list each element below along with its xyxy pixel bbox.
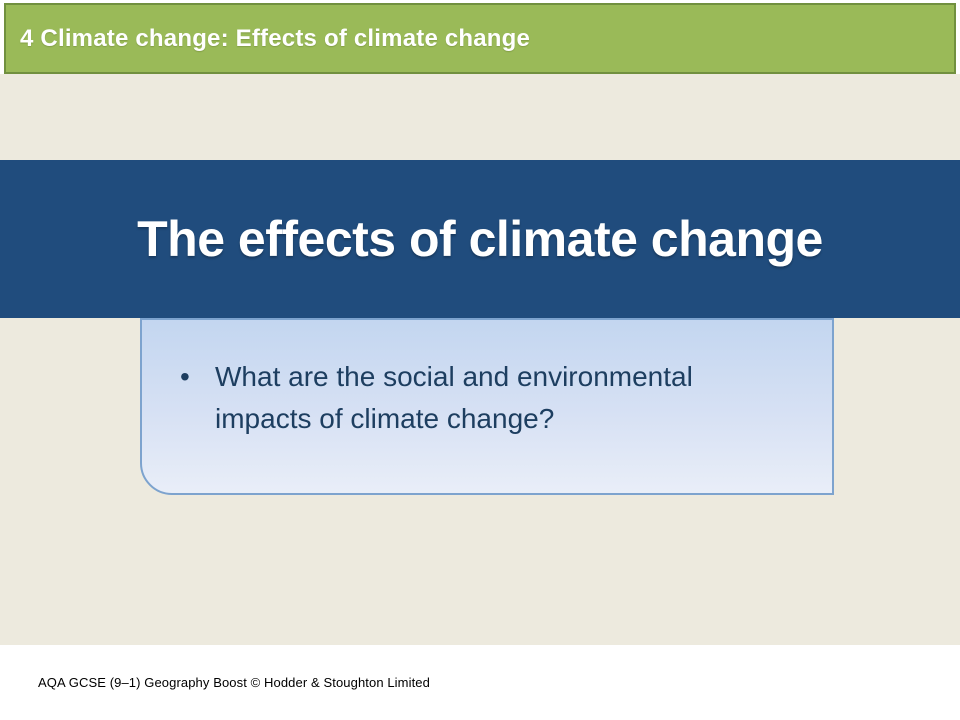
copyright-text: AQA GCSE (9–1) Geography Boost © Hodder … [38,675,430,690]
chapter-header-title: 4 Climate change: Effects of climate cha… [20,24,531,52]
title-banner: The effects of climate change [0,160,960,318]
chapter-header-bar: 4 Climate change: Effects of climate cha… [4,3,956,74]
bullet-marker: • [180,361,190,392]
learning-objectives-box: • What are the social and environmental … [140,318,834,495]
footer-band: AQA GCSE (9–1) Geography Boost © Hodder … [0,645,960,720]
bullet-item: • What are the social and environmental … [180,356,802,440]
slide-title: The effects of climate change [137,211,823,267]
bullet-text: What are the social and environmental im… [215,361,693,434]
